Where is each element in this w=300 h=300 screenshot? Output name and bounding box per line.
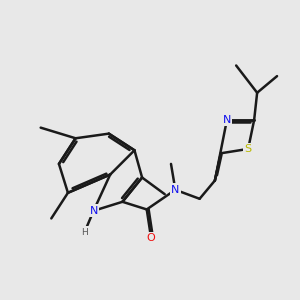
Text: N: N (89, 206, 98, 216)
Text: H: H (81, 228, 88, 237)
Text: N: N (171, 185, 179, 195)
Text: O: O (147, 233, 155, 243)
Text: N: N (223, 115, 231, 125)
Text: S: S (244, 144, 252, 154)
